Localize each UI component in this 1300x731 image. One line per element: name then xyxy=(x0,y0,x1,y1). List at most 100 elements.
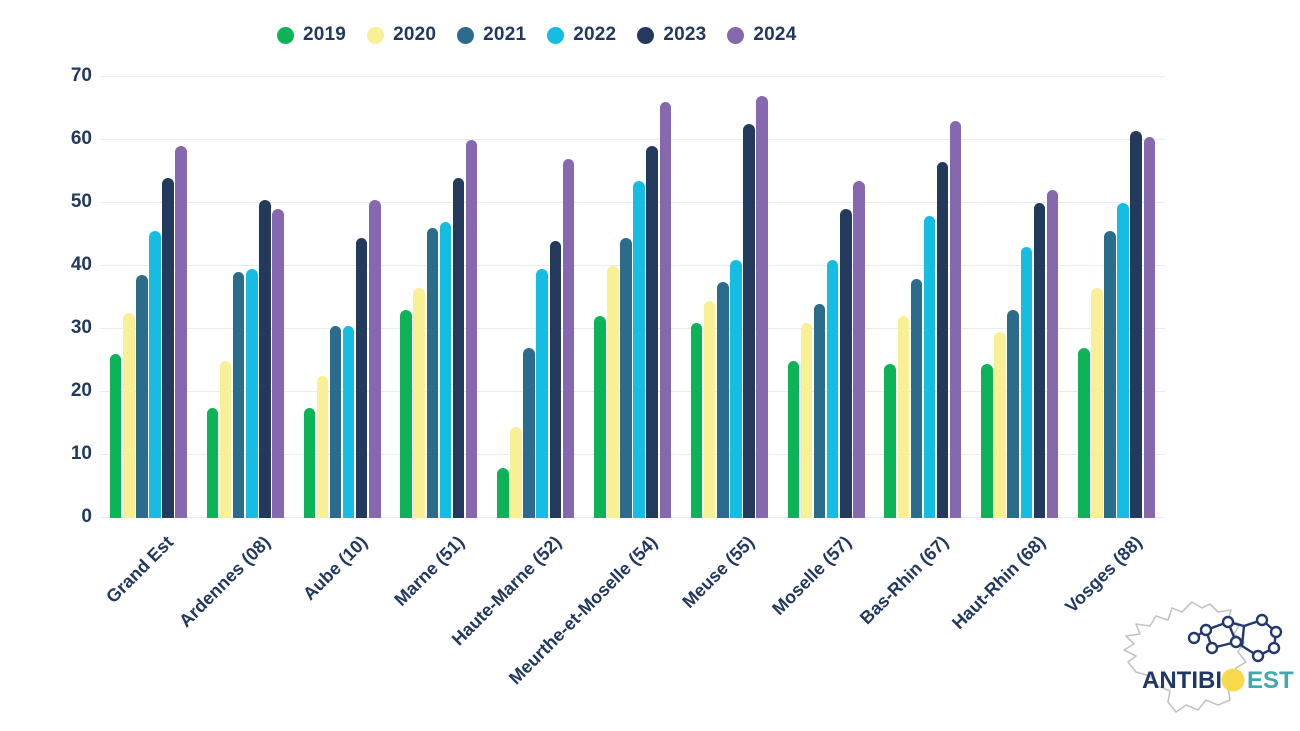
bar-2021-Aube (10) xyxy=(329,325,342,518)
bar-2020-Haut-Rhin (68) xyxy=(994,332,1006,518)
bar-2024-Aube (10) xyxy=(369,199,381,518)
x-axis-label: Moselle (57) xyxy=(768,532,856,620)
bar-2020-Bas-Rhin (67) xyxy=(897,316,910,518)
plot-area xyxy=(100,76,1165,518)
y-tick-label: 30 xyxy=(70,317,92,338)
bar-2019-Grand Est xyxy=(109,354,122,518)
bar-2019-Meuse (55) xyxy=(690,322,703,518)
bar-2019-Moselle (57) xyxy=(787,360,800,518)
x-axis-label: Meuse (55) xyxy=(678,532,759,612)
antibioest-logo: ANTIBI O EST xyxy=(1123,601,1294,713)
bar-2021-Haut-Rhin (68) xyxy=(1007,310,1019,518)
gridline xyxy=(100,454,1165,455)
bar-2022-Grand Est xyxy=(149,231,161,518)
bar-2021-Ardennes (08) xyxy=(232,272,245,518)
y-tick-label: 40 xyxy=(70,254,92,275)
y-tick-label: 0 xyxy=(81,506,92,527)
legend-dot-icon xyxy=(637,26,655,44)
y-tick-label: 10 xyxy=(70,443,92,464)
x-axis-label: Aube (10) xyxy=(299,532,372,605)
legend-dot-icon xyxy=(277,26,294,44)
gridline xyxy=(100,139,1165,140)
bar-2022-Ardennes (08) xyxy=(246,269,258,518)
bar-2024-Meuse (55) xyxy=(756,95,768,518)
legend: 2019 2020 2021 2022 2023 2024 xyxy=(277,24,796,46)
bar-2022-Marne (51) xyxy=(439,221,452,518)
bar-2023-Grand Est xyxy=(162,177,174,518)
gridline xyxy=(100,265,1165,266)
legend-item-2021: 2021 xyxy=(457,24,526,46)
legend-label: 2021 xyxy=(483,24,527,45)
bar-2022-Aube (10) xyxy=(342,325,355,518)
legend-dot-icon xyxy=(457,26,475,44)
legend-item-2020: 2020 xyxy=(367,24,436,46)
bar-2021-Marne (51) xyxy=(426,228,439,518)
bar-2024-Meurthe-et-Moselle (54) xyxy=(659,102,671,518)
gridline xyxy=(100,76,1165,77)
bar-2023-Aube (10) xyxy=(355,237,368,518)
bar-2024-Haut-Rhin (68) xyxy=(1046,190,1059,518)
legend-dot-icon xyxy=(367,26,385,44)
bar-2021-Vosges (88) xyxy=(1104,231,1116,518)
gridline xyxy=(100,202,1165,203)
bar-2021-Haute-Marne (52) xyxy=(523,347,535,518)
legend-item-2023: 2023 xyxy=(637,24,706,46)
bar-2022-Meuse (55) xyxy=(730,259,742,518)
x-axis-label: Haut-Rhin (68) xyxy=(947,532,1049,634)
bar-2024-Grand Est xyxy=(175,146,187,518)
bar-2023-Meurthe-et-Moselle (54) xyxy=(646,146,658,518)
x-axis-label: Bas-Rhin (67) xyxy=(855,532,953,629)
y-tick-label: 70 xyxy=(70,65,92,86)
legend-label: 2022 xyxy=(573,24,617,45)
legend-item-2024: 2024 xyxy=(727,24,796,46)
logo-o-dot xyxy=(1221,668,1245,692)
bar-2023-Vosges (88) xyxy=(1130,130,1142,518)
legend-label: 2023 xyxy=(663,24,707,45)
bar-2024-Marne (51) xyxy=(465,140,478,518)
x-axis-label: Grand Est xyxy=(102,532,178,607)
bar-2020-Marne (51) xyxy=(413,288,425,518)
bar-2024-Haute-Marne (52) xyxy=(562,158,575,518)
bar-2020-Moselle (57) xyxy=(800,322,813,518)
bar-2021-Meurthe-et-Moselle (54) xyxy=(620,237,632,518)
bar-2023-Meuse (55) xyxy=(743,124,755,518)
legend-label: 2024 xyxy=(753,24,797,45)
bar-2020-Meurthe-et-Moselle (54) xyxy=(607,266,619,518)
bar-2024-Moselle (57) xyxy=(853,180,865,518)
bar-2022-Haute-Marne (52) xyxy=(536,269,548,518)
y-tick-label: 20 xyxy=(70,380,92,401)
bar-2019-Meurthe-et-Moselle (54) xyxy=(594,316,606,518)
legend-item-2022: 2022 xyxy=(547,24,616,46)
bar-2023-Haut-Rhin (68) xyxy=(1033,203,1046,518)
bar-2021-Meuse (55) xyxy=(717,281,729,518)
bar-2020-Ardennes (08) xyxy=(219,360,232,518)
bar-2022-Meurthe-et-Moselle (54) xyxy=(633,180,645,518)
bar-2023-Bas-Rhin (67) xyxy=(936,162,949,518)
bar-2020-Vosges (88) xyxy=(1091,288,1103,518)
bar-2021-Moselle (57) xyxy=(813,303,826,518)
molecule-icon xyxy=(1187,613,1283,663)
legend-label: 2019 xyxy=(303,24,347,45)
bar-2023-Ardennes (08) xyxy=(259,199,271,518)
bar-2024-Vosges (88) xyxy=(1143,136,1156,518)
x-axis-label: Marne (51) xyxy=(390,532,469,610)
bar-2023-Haute-Marne (52) xyxy=(549,240,562,518)
bar-2022-Vosges (88) xyxy=(1117,203,1129,518)
bar-2019-Ardennes (08) xyxy=(206,407,219,518)
bar-2020-Meuse (55) xyxy=(703,300,716,518)
legend-label: 2020 xyxy=(393,24,437,45)
gridline xyxy=(100,391,1165,392)
bar-2020-Aube (10) xyxy=(316,376,329,518)
bar-2024-Bas-Rhin (67) xyxy=(949,121,962,518)
bar-2019-Marne (51) xyxy=(400,310,412,518)
bar-2020-Haute-Marne (52) xyxy=(510,426,522,518)
bar-2019-Bas-Rhin (67) xyxy=(884,363,896,518)
logo-wordmark: ANTIBI O EST xyxy=(1142,667,1294,694)
bar-2022-Haut-Rhin (68) xyxy=(1020,247,1033,518)
legend-dot-icon xyxy=(727,26,745,44)
bar-2023-Marne (51) xyxy=(452,177,465,518)
bar-2022-Bas-Rhin (67) xyxy=(923,215,936,518)
bar-2019-Aube (10) xyxy=(303,407,316,518)
bar-2021-Grand Est xyxy=(136,275,148,518)
